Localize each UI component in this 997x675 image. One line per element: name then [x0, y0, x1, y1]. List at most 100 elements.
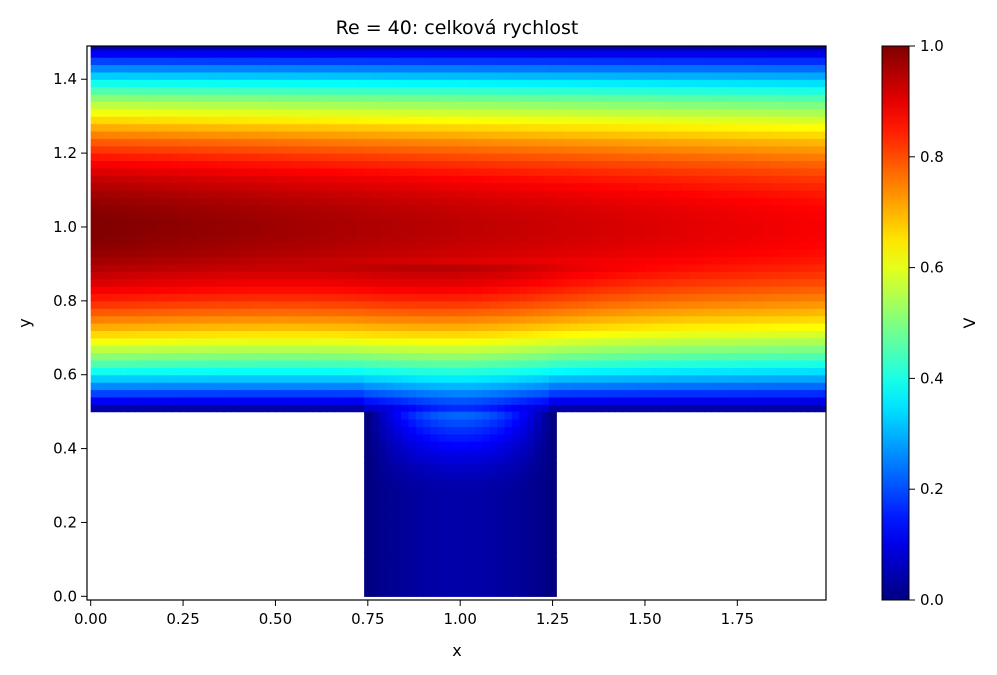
heatmap-cell [120, 315, 129, 324]
heatmap-cell [290, 101, 299, 110]
heatmap-cell [534, 359, 543, 368]
heatmap-cell [511, 46, 520, 51]
heatmap-cell [504, 145, 513, 154]
heatmap-cell [201, 286, 210, 295]
heatmap-cell [630, 86, 639, 95]
heatmap-cell [142, 300, 151, 309]
heatmap-cell [364, 71, 373, 80]
heatmap-cell [622, 359, 631, 368]
heatmap-cell [319, 101, 328, 110]
heatmap-cell [674, 256, 683, 265]
heatmap-cell [608, 167, 616, 176]
heatmap-cell [763, 263, 772, 272]
heatmap-cell [179, 219, 188, 228]
heatmap-cell [755, 108, 764, 117]
heatmap-cell [282, 263, 291, 272]
heatmap-cell [305, 389, 313, 398]
heatmap-cell [467, 71, 476, 80]
heatmap-cell [238, 337, 247, 346]
heatmap-cell [238, 175, 247, 184]
heatmap-cell [305, 337, 313, 346]
heatmap-cell [667, 396, 676, 405]
heatmap-cell [785, 359, 794, 368]
heatmap-cell [548, 226, 557, 235]
heatmap-cell [112, 138, 121, 147]
heatmap-cell [194, 79, 203, 88]
heatmap-cell [186, 286, 195, 295]
heatmap-cell [282, 286, 291, 295]
heatmap-cell [608, 315, 616, 324]
heatmap-cell [245, 263, 254, 272]
heatmap-cell [807, 79, 816, 88]
heatmap-cell [231, 271, 240, 280]
heatmap-cell [497, 175, 506, 184]
heatmap-cell [652, 226, 661, 235]
heatmap-cell [334, 241, 343, 250]
heatmap-cell [659, 94, 668, 102]
heatmap-cell [319, 286, 328, 295]
heatmap-cell [186, 138, 195, 147]
heatmap-cell [268, 374, 277, 383]
heatmap-cell [194, 256, 203, 265]
heatmap-cell [696, 374, 705, 383]
heatmap-cell [452, 293, 461, 302]
heatmap-cell [733, 138, 742, 147]
heatmap-cell [423, 175, 432, 184]
heatmap-cell [112, 315, 121, 324]
heatmap-cell [681, 271, 690, 280]
heatmap-cell [652, 256, 661, 265]
heatmap-cell [194, 352, 203, 361]
heatmap-cell [741, 256, 750, 265]
heatmap-cell [216, 234, 225, 243]
heatmap-cell [253, 212, 262, 221]
heatmap-cell [430, 293, 439, 302]
heatmap-cell [674, 212, 683, 221]
heatmap-cell [615, 204, 624, 213]
heatmap-cell [770, 278, 779, 287]
heatmap-cell [341, 345, 350, 354]
heatmap-cell [231, 86, 240, 95]
heatmap-cell [814, 286, 823, 295]
heatmap-cell [615, 138, 624, 147]
heatmap-cell [667, 46, 676, 51]
heatmap-cell [194, 46, 203, 51]
heatmap-cell [105, 226, 114, 235]
heatmap-cell [755, 256, 764, 265]
heatmap-cell [659, 219, 668, 228]
heatmap-cell [171, 337, 180, 346]
heatmap-cell [238, 404, 247, 413]
heatmap-cell [681, 404, 690, 413]
heatmap-cell [208, 293, 217, 302]
heatmap-cell [526, 374, 535, 383]
heatmap-cell [482, 71, 491, 80]
heatmap-cell [245, 46, 254, 51]
heatmap-cell [792, 71, 801, 80]
heatmap-cell [785, 263, 794, 272]
heatmap-cell [741, 271, 750, 280]
heatmap-cell [401, 49, 410, 58]
heatmap-cell [807, 64, 816, 73]
heatmap-cell [452, 167, 461, 176]
heatmap-cell [364, 345, 373, 354]
heatmap-cell [319, 57, 328, 66]
heatmap-cell [305, 271, 313, 280]
heatmap-cell [445, 182, 454, 191]
heatmap-cell [438, 167, 447, 176]
heatmap-cell [497, 108, 506, 117]
heatmap-cell [777, 337, 786, 346]
heatmap-cell [704, 234, 713, 243]
heatmap-cell [260, 101, 269, 110]
heatmap-cell [644, 300, 653, 309]
heatmap-cell [578, 116, 587, 125]
heatmap-cell [260, 71, 269, 80]
heatmap-cell [268, 175, 277, 184]
heatmap-cell [401, 315, 410, 324]
heatmap-cell [681, 374, 690, 383]
heatmap-cell [689, 57, 698, 66]
heatmap-cell [519, 94, 528, 102]
heatmap-cell [312, 175, 321, 184]
heatmap-cell [763, 116, 772, 125]
heatmap-cell [482, 49, 491, 58]
heatmap-cell [600, 86, 609, 95]
heatmap-cell [268, 212, 277, 221]
